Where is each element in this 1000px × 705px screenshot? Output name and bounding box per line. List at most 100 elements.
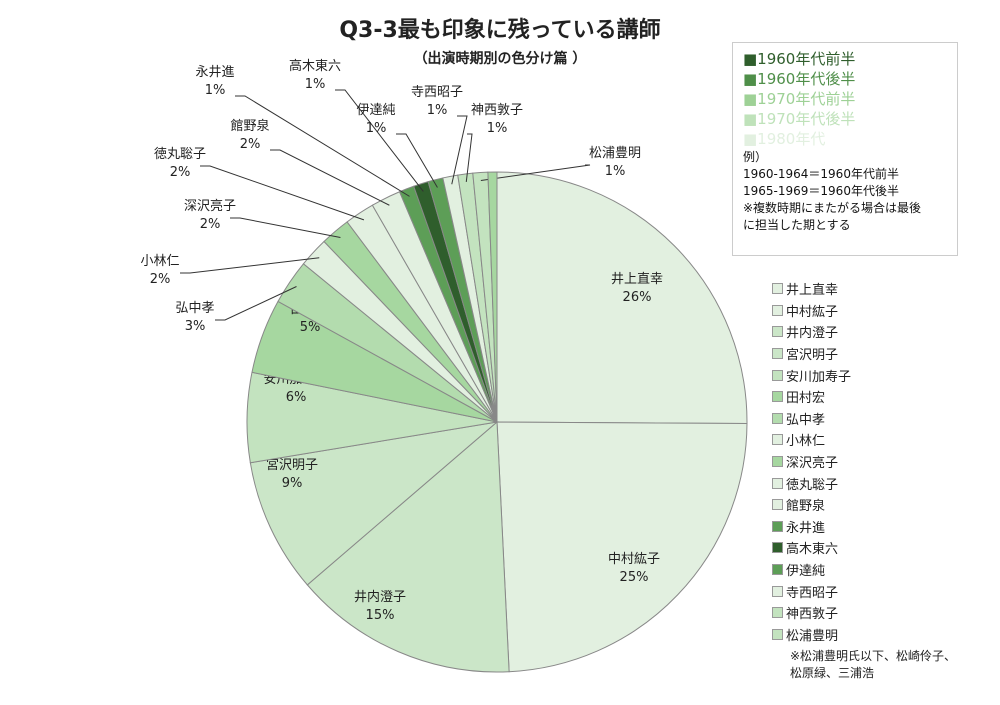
legend-item: 寺西昭子: [772, 580, 851, 602]
legend-item: 深沢亮子: [772, 451, 851, 473]
footnote-line: 松原緑、三浦浩: [790, 666, 875, 680]
legend-item: 徳丸聡子: [772, 472, 851, 494]
legend-label: 井上直幸: [786, 283, 839, 299]
slice-name-label: 永井進: [195, 65, 234, 80]
chart-title: Q3-3最も印象に残っている講師: [339, 18, 661, 43]
slice-name-label: 小林仁: [140, 254, 179, 269]
legend-label: 田村宏: [786, 391, 826, 407]
legend-swatch: [772, 520, 783, 532]
legend-swatch: [772, 412, 783, 424]
legend-item: 高木東六: [772, 537, 851, 559]
slice-percent-label: 2%: [150, 272, 171, 287]
slice-name-label: 高木東六: [289, 58, 341, 74]
legend-swatch: [772, 283, 783, 295]
slice-percent-label: 1%: [427, 103, 448, 118]
slice-name-label: 徳丸聡子: [154, 147, 206, 162]
legend-item: 井上直幸: [772, 278, 851, 300]
period-item: ■1980年代: [743, 130, 826, 148]
legend-label: 寺西昭子: [786, 585, 839, 601]
slice-percent-label: 6%: [286, 390, 307, 405]
legend-label: 伊達純: [786, 564, 826, 580]
example-line: に担当した期とする: [743, 218, 851, 232]
slice-percent-label: 26%: [623, 290, 652, 305]
period-item: ■1960年代後半: [743, 70, 856, 88]
slice-percent-label: 1%: [605, 164, 626, 179]
legend-item: 田村宏: [772, 386, 851, 408]
legend-swatch: [772, 542, 783, 554]
legend-item: 小林仁: [772, 429, 851, 451]
legend-swatch: [772, 607, 783, 619]
legend-swatch: [772, 477, 783, 489]
legend-item: 松浦豊明: [772, 624, 851, 646]
leader-line: [235, 95, 410, 197]
legend-item: 弘中孝: [772, 408, 851, 430]
legend-label: 神西敦子: [786, 607, 839, 623]
slice-name-label: 井内澄子: [354, 589, 406, 605]
legend-label: 井内澄子: [786, 326, 839, 342]
slice-name-label: 中村紘子: [608, 552, 660, 567]
leader-line: [230, 217, 341, 238]
pie-slice: [306, 420, 510, 673]
footnote-line: ※松浦豊明氏以下、松崎伶子、: [790, 649, 957, 663]
legend-swatch: [772, 326, 783, 338]
legend-swatch: [772, 585, 783, 597]
legend-item: 永井進: [772, 516, 851, 538]
legend-label: 宮沢明子: [786, 348, 839, 364]
slice-name-label: 寺西昭子: [411, 85, 463, 100]
legend-label: 徳丸聡子: [786, 477, 839, 493]
legend-label: 深沢亮子: [786, 456, 839, 472]
legend-swatch: [772, 304, 783, 316]
slice-name-label: 神西敦子: [471, 102, 523, 118]
legend-swatch: [772, 391, 783, 403]
legend-swatch: [772, 456, 783, 468]
legend-label: 中村紘子: [786, 304, 839, 320]
leader-line: [215, 286, 297, 321]
legend-label: 高木東六: [786, 542, 839, 558]
chart-subtitle: （出演時期別の色分け篇 ）: [413, 51, 587, 67]
series-legend: 井上直幸中村紘子井内澄子宮沢明子安川加寿子田村宏弘中孝小林仁深沢亮子徳丸聡子館野…: [772, 278, 851, 645]
legend-label: 弘中孝: [786, 412, 826, 428]
legend-label: 館野泉: [786, 499, 826, 515]
pie-slice: [496, 421, 748, 673]
legend-swatch: [772, 369, 783, 381]
legend-item: 宮沢明子: [772, 343, 851, 365]
leader-line: [396, 133, 438, 188]
legend-item: 神西敦子: [772, 602, 851, 624]
slice-name-label: 深沢亮子: [184, 198, 236, 214]
legend-swatch: [772, 348, 783, 360]
legend-item: 中村紘子: [772, 300, 851, 322]
period-color-legend: ■1960年代前半 ■1960年代後半 ■1970年代前半 ■1970年代後半 …: [732, 42, 958, 256]
example-title: 例）: [743, 150, 768, 164]
period-item: ■1970年代前半: [743, 90, 856, 108]
leader-line: [200, 165, 365, 221]
legend-swatch: [772, 628, 783, 640]
leader-line: [451, 115, 468, 185]
legend-item: 井内澄子: [772, 321, 851, 343]
slice-percent-label: 2%: [170, 165, 191, 180]
slice-name-label: 宮沢明子: [266, 457, 318, 473]
example-line: ※複数時期にまたがる場合は最後: [743, 201, 922, 215]
pie-slice: [496, 171, 748, 425]
slice-percent-label: 2%: [200, 217, 221, 232]
legend-label: 安川加寿子: [786, 369, 852, 385]
leader-line: [270, 149, 390, 206]
legend-label: 小林仁: [786, 434, 826, 450]
slice-percent-label: 1%: [305, 77, 326, 92]
legend-item: 安川加寿子: [772, 364, 851, 386]
slice-percent-label: 15%: [366, 608, 395, 623]
example-line: 1965-1969＝1960年代後半: [743, 184, 899, 198]
slice-percent-label: 1%: [366, 121, 387, 136]
pie-slice-others: [487, 171, 498, 423]
slice-percent-label: 5%: [300, 320, 321, 335]
slice-name-label: 井上直幸: [611, 272, 663, 287]
legend-swatch: [772, 434, 783, 446]
slice-percent-label: 1%: [205, 83, 226, 98]
leader-line: [335, 89, 424, 192]
period-item: ■1970年代後半: [743, 110, 856, 128]
slice-name-label: 弘中孝: [175, 301, 214, 316]
pie-slice: [249, 421, 499, 586]
slice-name-label: 松浦豊明: [589, 146, 641, 161]
leader-line: [180, 257, 320, 274]
slice-percent-label: 9%: [282, 476, 303, 491]
